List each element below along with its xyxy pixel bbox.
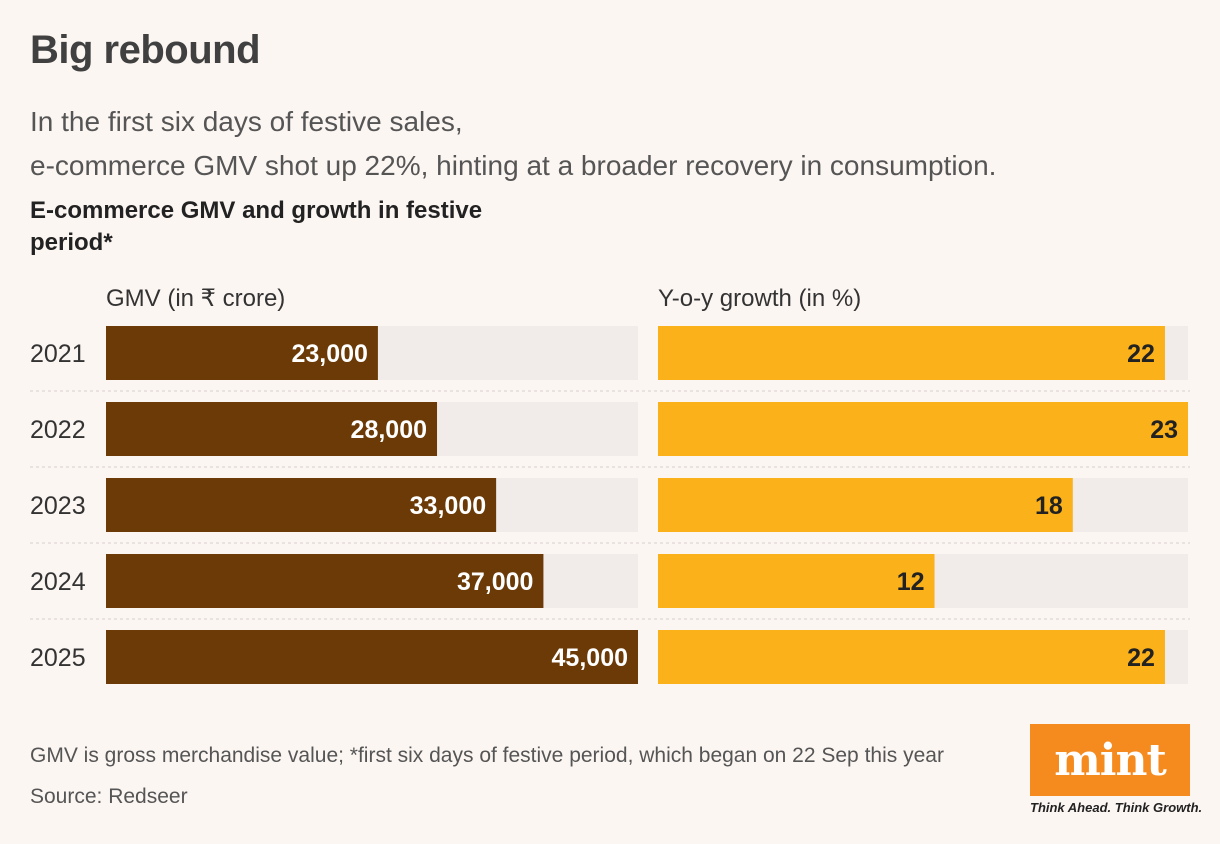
subtitle-line-1: In the first six days of festive sales, (30, 106, 463, 137)
source-note: Source: Redseer (30, 785, 188, 808)
growth-bar-2021 (658, 326, 1165, 380)
growth-bar-2023 (658, 478, 1073, 532)
gmv-value-label-2025: 45,000 (552, 644, 628, 672)
growth-bar-2024 (658, 554, 935, 608)
growth-value-label-2025: 22 (1127, 644, 1155, 672)
growth-value-label-2022: 23 (1150, 416, 1178, 444)
category-label-2025: 2025 (30, 644, 86, 672)
mint-logo: mint (1030, 724, 1190, 796)
growth-bar-2025 (658, 630, 1165, 684)
growth-value-label-2024: 12 (897, 568, 925, 596)
gmv-bar-2021 (106, 326, 378, 380)
logo-tagline: Think Ahead. Think Growth. (1030, 800, 1203, 815)
growth-bar-2022 (658, 402, 1188, 456)
bar-chart: GMV (in ₹ crore) Y-o-y growth (in %) 2021 2… (30, 285, 1190, 684)
category-label-2021: 2021 (30, 340, 86, 368)
series-header-2: Y-o-y growth (in %) (658, 285, 861, 312)
chart-title-heading: Big rebound (30, 28, 261, 72)
gmv-value-label-2022: 28,000 (351, 416, 427, 444)
growth-value-label-2023: 18 (1035, 492, 1063, 520)
gmv-bar-2023 (106, 478, 497, 532)
gmv-value-label-2021: 23,000 (291, 340, 367, 368)
chart-subtitle: In the first six days of festive sales, … (30, 100, 1200, 188)
gmv-bar-2022 (106, 402, 438, 456)
growth-value-label-2021: 22 (1127, 340, 1155, 368)
series-header-1: GMV (in ₹ crore) (106, 285, 285, 312)
chart-section-title: E-commerce GMV and growth in festive per… (30, 197, 483, 256)
subtitle-line-2: e-commerce GMV shot up 22%, hinting at a… (30, 150, 997, 181)
category-label-2023: 2023 (30, 492, 86, 520)
gmv-bar-2024 (106, 554, 544, 608)
gmv-value-label-2023: 33,000 (410, 492, 486, 520)
footnote: GMV is gross merchandise value; *first s… (30, 744, 944, 767)
gmv-value-label-2024: 37,000 (457, 568, 533, 596)
gmv-bar-2025 (106, 630, 638, 684)
category-label-2022: 2022 (30, 416, 86, 444)
category-label-2024: 2024 (30, 568, 86, 596)
